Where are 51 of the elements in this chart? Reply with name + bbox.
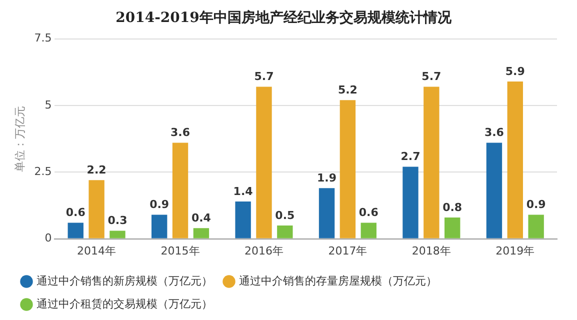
bar <box>507 81 523 238</box>
y-tick-label: 2.5 <box>34 164 52 178</box>
bar <box>340 100 356 238</box>
x-tick-label: 2015年 <box>160 244 200 258</box>
bar <box>110 230 126 238</box>
data-label: 2.7 <box>400 150 420 164</box>
data-label: 1.9 <box>317 171 337 184</box>
data-label: 0.9 <box>526 198 546 212</box>
y-tick-label: 5 <box>44 98 52 112</box>
data-label: 0.9 <box>150 198 170 212</box>
data-label: 5.9 <box>505 64 525 78</box>
bar <box>318 188 335 238</box>
bar <box>528 214 544 238</box>
bar <box>486 142 502 238</box>
bar <box>172 142 188 238</box>
data-label: 0.6 <box>358 206 379 220</box>
bar <box>444 217 460 238</box>
bar <box>235 201 251 238</box>
x-tick-label: 2016年 <box>244 244 284 258</box>
legend-label: 通过中介销售的存量房屋规模（万亿元） <box>239 274 437 288</box>
x-tick-label: 2019年 <box>496 244 535 258</box>
data-label: 2.2 <box>86 163 106 176</box>
bar <box>151 214 168 238</box>
x-tick-label: 2018年 <box>412 244 451 258</box>
bar <box>360 222 376 238</box>
data-label: 5.2 <box>338 83 358 96</box>
data-label: 5.7 <box>254 70 274 84</box>
legend-label: 通过中介租赁的交易规模（万亿元） <box>36 297 212 310</box>
bar <box>68 222 84 238</box>
data-label: 0.8 <box>442 200 462 214</box>
data-label: 3.6 <box>170 126 190 140</box>
data-label: 3.6 <box>484 126 504 140</box>
data-label: 0.3 <box>108 214 128 228</box>
y-tick-label: 0 <box>44 232 52 245</box>
legend-label: 通过中介销售的新房规模（万亿元） <box>36 274 212 288</box>
bar <box>193 228 210 238</box>
y-tick-label: 7.5 <box>34 32 52 45</box>
data-label: 0.6 <box>66 206 86 220</box>
bar <box>277 225 293 238</box>
bar <box>88 180 104 238</box>
bar <box>402 166 418 238</box>
data-label: 1.4 <box>233 184 254 198</box>
chart-title: 2014-2019年中国房地产经纪业务交易规模统计情况 <box>116 9 452 26</box>
x-tick-label: 2017年 <box>328 244 368 258</box>
y-axis-title: 单位：万亿元 <box>13 106 26 172</box>
data-label: 0.5 <box>275 208 295 222</box>
data-label: 5.7 <box>422 70 442 84</box>
bar <box>256 86 272 238</box>
bar <box>424 86 440 238</box>
data-label: 0.4 <box>191 211 212 224</box>
x-tick-label: 2014年 <box>77 244 116 258</box>
